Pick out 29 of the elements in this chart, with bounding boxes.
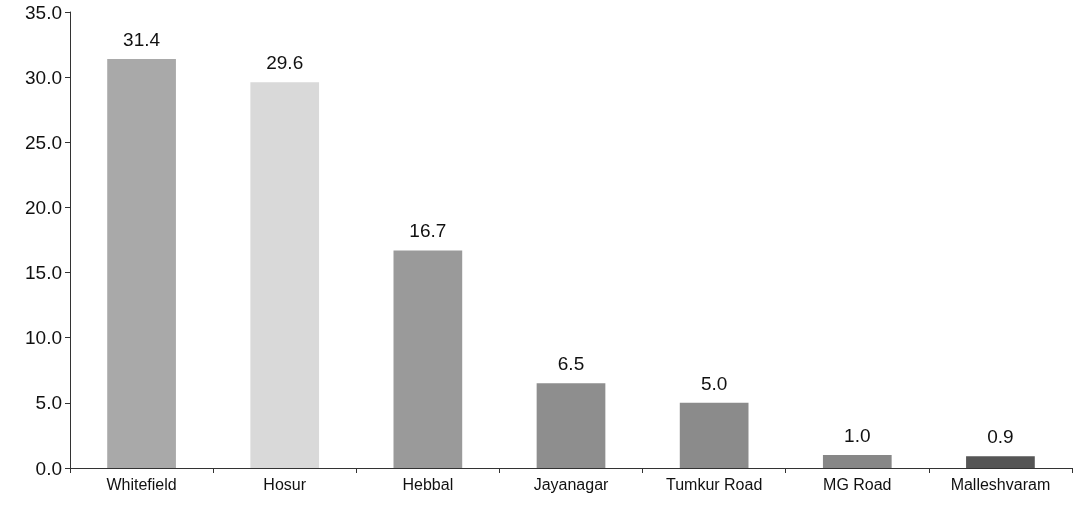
y-tick-label: 25.0 bbox=[25, 131, 62, 153]
bar bbox=[822, 454, 892, 468]
y-tick-label: 15.0 bbox=[25, 262, 62, 284]
data-label: 29.6 bbox=[266, 52, 304, 74]
data-label: 16.7 bbox=[409, 220, 447, 242]
x-tick-label: Tumkur Road bbox=[665, 475, 763, 493]
x-tick-label: Jayanagar bbox=[533, 475, 610, 493]
x-tick-label: Hosur bbox=[263, 475, 307, 493]
bar bbox=[679, 402, 749, 468]
y-tick-label: 10.0 bbox=[25, 327, 62, 349]
x-tick-label: Hebbal bbox=[402, 475, 454, 493]
x-tick-label: Whitefield bbox=[106, 475, 177, 493]
y-tick-label: 30.0 bbox=[25, 66, 62, 88]
data-label: 1.0 bbox=[844, 424, 871, 446]
y-tick-label: 20.0 bbox=[25, 196, 62, 218]
bar bbox=[966, 456, 1035, 468]
bar bbox=[536, 383, 606, 468]
y-tick-label: 0.0 bbox=[35, 457, 62, 479]
data-label: 31.4 bbox=[123, 28, 161, 50]
data-label: 5.0 bbox=[700, 372, 728, 394]
x-tick-label: Malleshvaram bbox=[950, 475, 1051, 493]
bar bbox=[393, 250, 463, 468]
bar bbox=[107, 58, 176, 468]
y-tick-label: 5.0 bbox=[35, 392, 62, 414]
data-label: 6.5 bbox=[557, 353, 585, 375]
data-label: 0.9 bbox=[987, 426, 1014, 448]
x-tick-label: MG Road bbox=[823, 475, 892, 493]
y-tick-label: 35.0 bbox=[25, 1, 62, 23]
bar bbox=[250, 82, 320, 468]
